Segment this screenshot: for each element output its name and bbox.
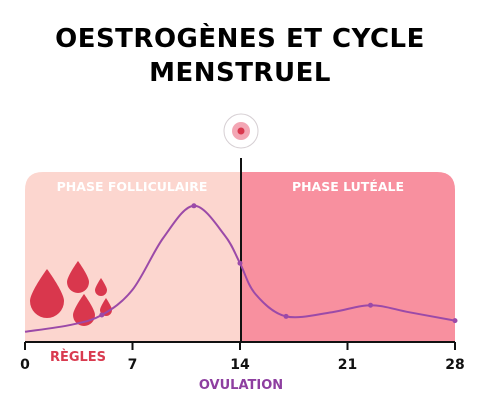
chart-title-line1: OESTROGÈNES ET CYCLE (55, 24, 425, 54)
x-tick-label: 0 (20, 357, 30, 373)
estrogen-curve (24, 204, 456, 333)
x-axis-ticks: 0 7 14 21 28 (20, 342, 465, 373)
x-tick-label: 28 (445, 357, 464, 373)
blood-drops-icon (30, 261, 112, 326)
curve-point (237, 260, 243, 266)
x-tick-label: 14 (230, 357, 250, 373)
curve-point (191, 203, 197, 209)
ovulation-label: OVULATION (199, 378, 283, 393)
luteal-phase-label: PHASE LUTÉALE (292, 179, 404, 194)
x-tick-label: 21 (338, 357, 357, 373)
luteal-phase-panel (241, 172, 455, 342)
chart-title-line2: MENSTRUEL (149, 58, 331, 88)
curve-point (99, 312, 105, 318)
regles-label: RÈGLES (50, 349, 106, 365)
chart-title: OESTROGÈNES ET CYCLE MENSTRUEL (0, 22, 480, 90)
curve-point (452, 318, 458, 324)
follicular-phase-label: PHASE FOLLICULAIRE (57, 179, 208, 194)
curve-points (99, 203, 458, 324)
ovum-icon (223, 113, 259, 149)
curve-point (368, 302, 374, 308)
curve-point (283, 313, 289, 319)
follicular-phase-panel (25, 172, 241, 342)
x-tick-label: 7 (128, 357, 138, 373)
